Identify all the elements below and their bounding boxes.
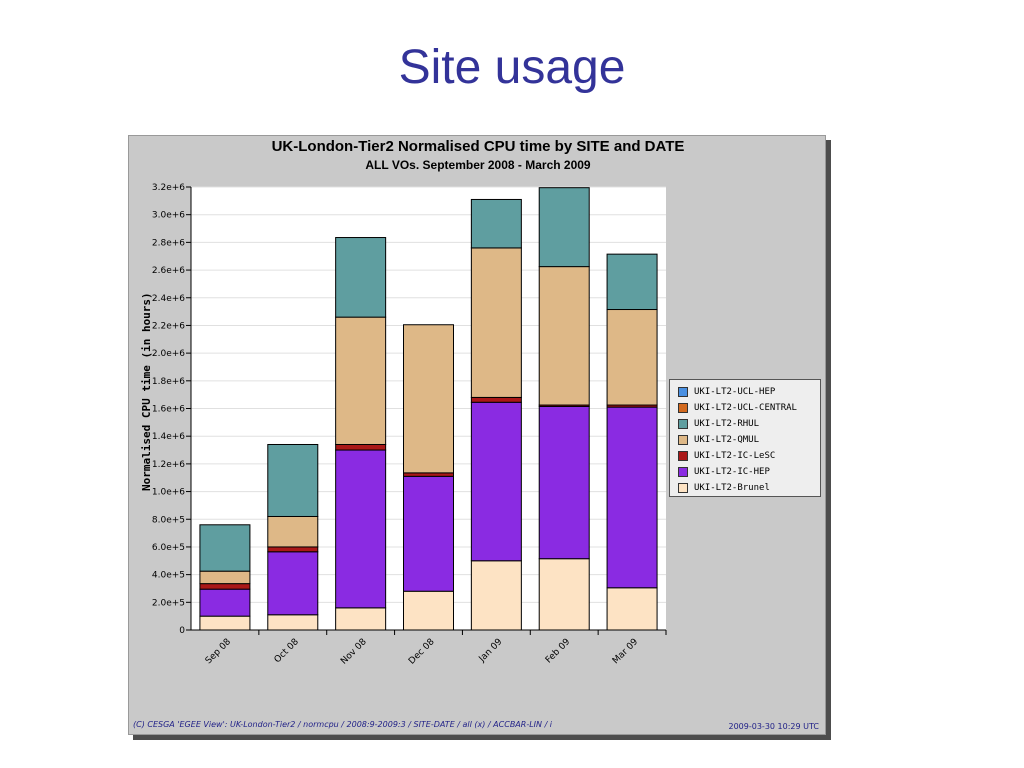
- y-tick-label: 1.2e+6: [152, 460, 185, 470]
- y-tick-label: 2.4e+6: [152, 294, 185, 304]
- legend-label: UKI-LT2-RHUL: [694, 419, 760, 429]
- bar-segment: [403, 475, 454, 592]
- bar-segment: [267, 551, 319, 616]
- bar-segment: [403, 472, 454, 477]
- bar-segment: [538, 558, 590, 631]
- bar-segment: [470, 198, 522, 249]
- bar-segment: [606, 253, 658, 311]
- legend-item: UKI-LT2-UCL-CENTRAL: [678, 400, 820, 416]
- x-tick-label: Jan 09: [477, 637, 505, 665]
- bar-segment: [335, 237, 387, 318]
- y-tick-label: 3.0e+6: [152, 211, 185, 221]
- bar-segment: [199, 588, 251, 617]
- legend-swatch: [678, 387, 688, 397]
- bar-segment: [538, 405, 590, 560]
- y-tick-label: 8.0e+5: [152, 515, 185, 525]
- slide-title: Site usage: [398, 41, 626, 94]
- bar-segment: [199, 524, 251, 572]
- footer-credit: (C) CESGA 'EGEE View': UK-London-Tier2 /…: [133, 720, 553, 729]
- bar-segment: [267, 443, 319, 517]
- y-tick-label: 4.0e+5: [152, 571, 185, 581]
- bar-segment: [267, 614, 319, 631]
- x-tick-label: Nov 08: [339, 637, 369, 667]
- legend-swatch: [678, 483, 688, 493]
- legend-item: UKI-LT2-IC-HEP: [678, 464, 820, 480]
- legend-swatch: [678, 419, 688, 429]
- bar-segment: [470, 560, 522, 631]
- y-tick-label: 1.8e+6: [152, 377, 185, 387]
- y-tick-label: 1.4e+6: [152, 432, 185, 442]
- legend-item: UKI-LT2-IC-LeSC: [678, 448, 820, 464]
- chart-svg: 0 2.0e+5 4.0e+5 6.0e+5 8.0e+5 1.0e+6 1.2e+6 1.4…: [152, 183, 667, 667]
- legend-label: UKI-LT2-IC-HEP: [694, 467, 770, 477]
- x-tick-label: Feb 09: [544, 637, 573, 666]
- legend-swatch: [678, 435, 688, 445]
- bar-segment: [403, 590, 454, 631]
- bar-segment: [606, 406, 658, 589]
- x-tick-label: Oct 08: [273, 637, 301, 665]
- bar-segment: [470, 396, 522, 403]
- x-tick-label: Sep 08: [204, 637, 233, 666]
- chart-legend: UKI-LT2-UCL-HEP UKI-LT2-UCL-CENTRAL UKI-LT…: [669, 379, 821, 497]
- legend-item: UKI-LT2-UCL-HEP: [678, 384, 820, 400]
- legend-swatch: [678, 467, 688, 477]
- bar-segment: [335, 316, 387, 445]
- y-tick-label: 2.0e+5: [152, 598, 185, 608]
- bar-segment: [267, 546, 319, 553]
- legend-swatch: [678, 403, 688, 413]
- y-tick-label: 6.0e+5: [152, 543, 185, 553]
- y-tick-label: 2.0e+6: [152, 349, 185, 359]
- bar-segment: [606, 587, 658, 631]
- chart-subtitle: ALL VOs. September 2008 - March 2009: [365, 158, 591, 172]
- legend-item: UKI-LT2-Brunel: [678, 480, 820, 496]
- bar-segment: [199, 583, 251, 590]
- y-tick-label: 0: [179, 626, 185, 636]
- bar-segment: [470, 401, 522, 562]
- legend-label: UKI-LT2-IC-LeSC: [694, 451, 776, 461]
- y-tick-label: 1.0e+6: [152, 488, 185, 498]
- legend-label: UKI-LT2-QMUL: [694, 435, 760, 445]
- y-tick-label: 2.6e+6: [152, 266, 185, 276]
- bar-segment: [606, 309, 658, 406]
- legend-label: UKI-LT2-UCL-CENTRAL: [694, 403, 797, 413]
- footer-timestamp: 2009-03-30 10:29 UTC: [728, 722, 820, 731]
- y-tick-label: 2.2e+6: [152, 321, 185, 331]
- chart-panel: UK-London-Tier2 Normalised CPU time by S…: [128, 135, 826, 735]
- y-tick-label: 1.6e+6: [152, 405, 185, 415]
- chart-title: UK-London-Tier2 Normalised CPU time by S…: [271, 138, 685, 155]
- legend-swatch: [678, 451, 688, 461]
- bar-segment: [335, 449, 387, 609]
- bar-segment: [470, 247, 522, 398]
- y-tick-label: 3.2e+6: [152, 183, 185, 193]
- x-tick-label: Mar 09: [611, 637, 640, 666]
- bar-segment: [538, 187, 590, 268]
- bar-segment: [403, 324, 454, 474]
- x-tick-label: Dec 08: [407, 637, 437, 667]
- y-tick-label: 2.8e+6: [152, 238, 185, 248]
- bar-segment: [199, 570, 251, 585]
- legend-item: UKI-LT2-QMUL: [678, 432, 820, 448]
- bar-segment: [538, 266, 590, 406]
- bar-segment: [199, 615, 251, 631]
- bar-segment: [267, 515, 319, 548]
- bar-segment: [335, 607, 387, 631]
- legend-label: UKI-LT2-UCL-HEP: [694, 387, 776, 397]
- legend-item: UKI-LT2-RHUL: [678, 416, 820, 432]
- bar-segment: [335, 443, 387, 451]
- legend-label: UKI-LT2-Brunel: [694, 483, 770, 493]
